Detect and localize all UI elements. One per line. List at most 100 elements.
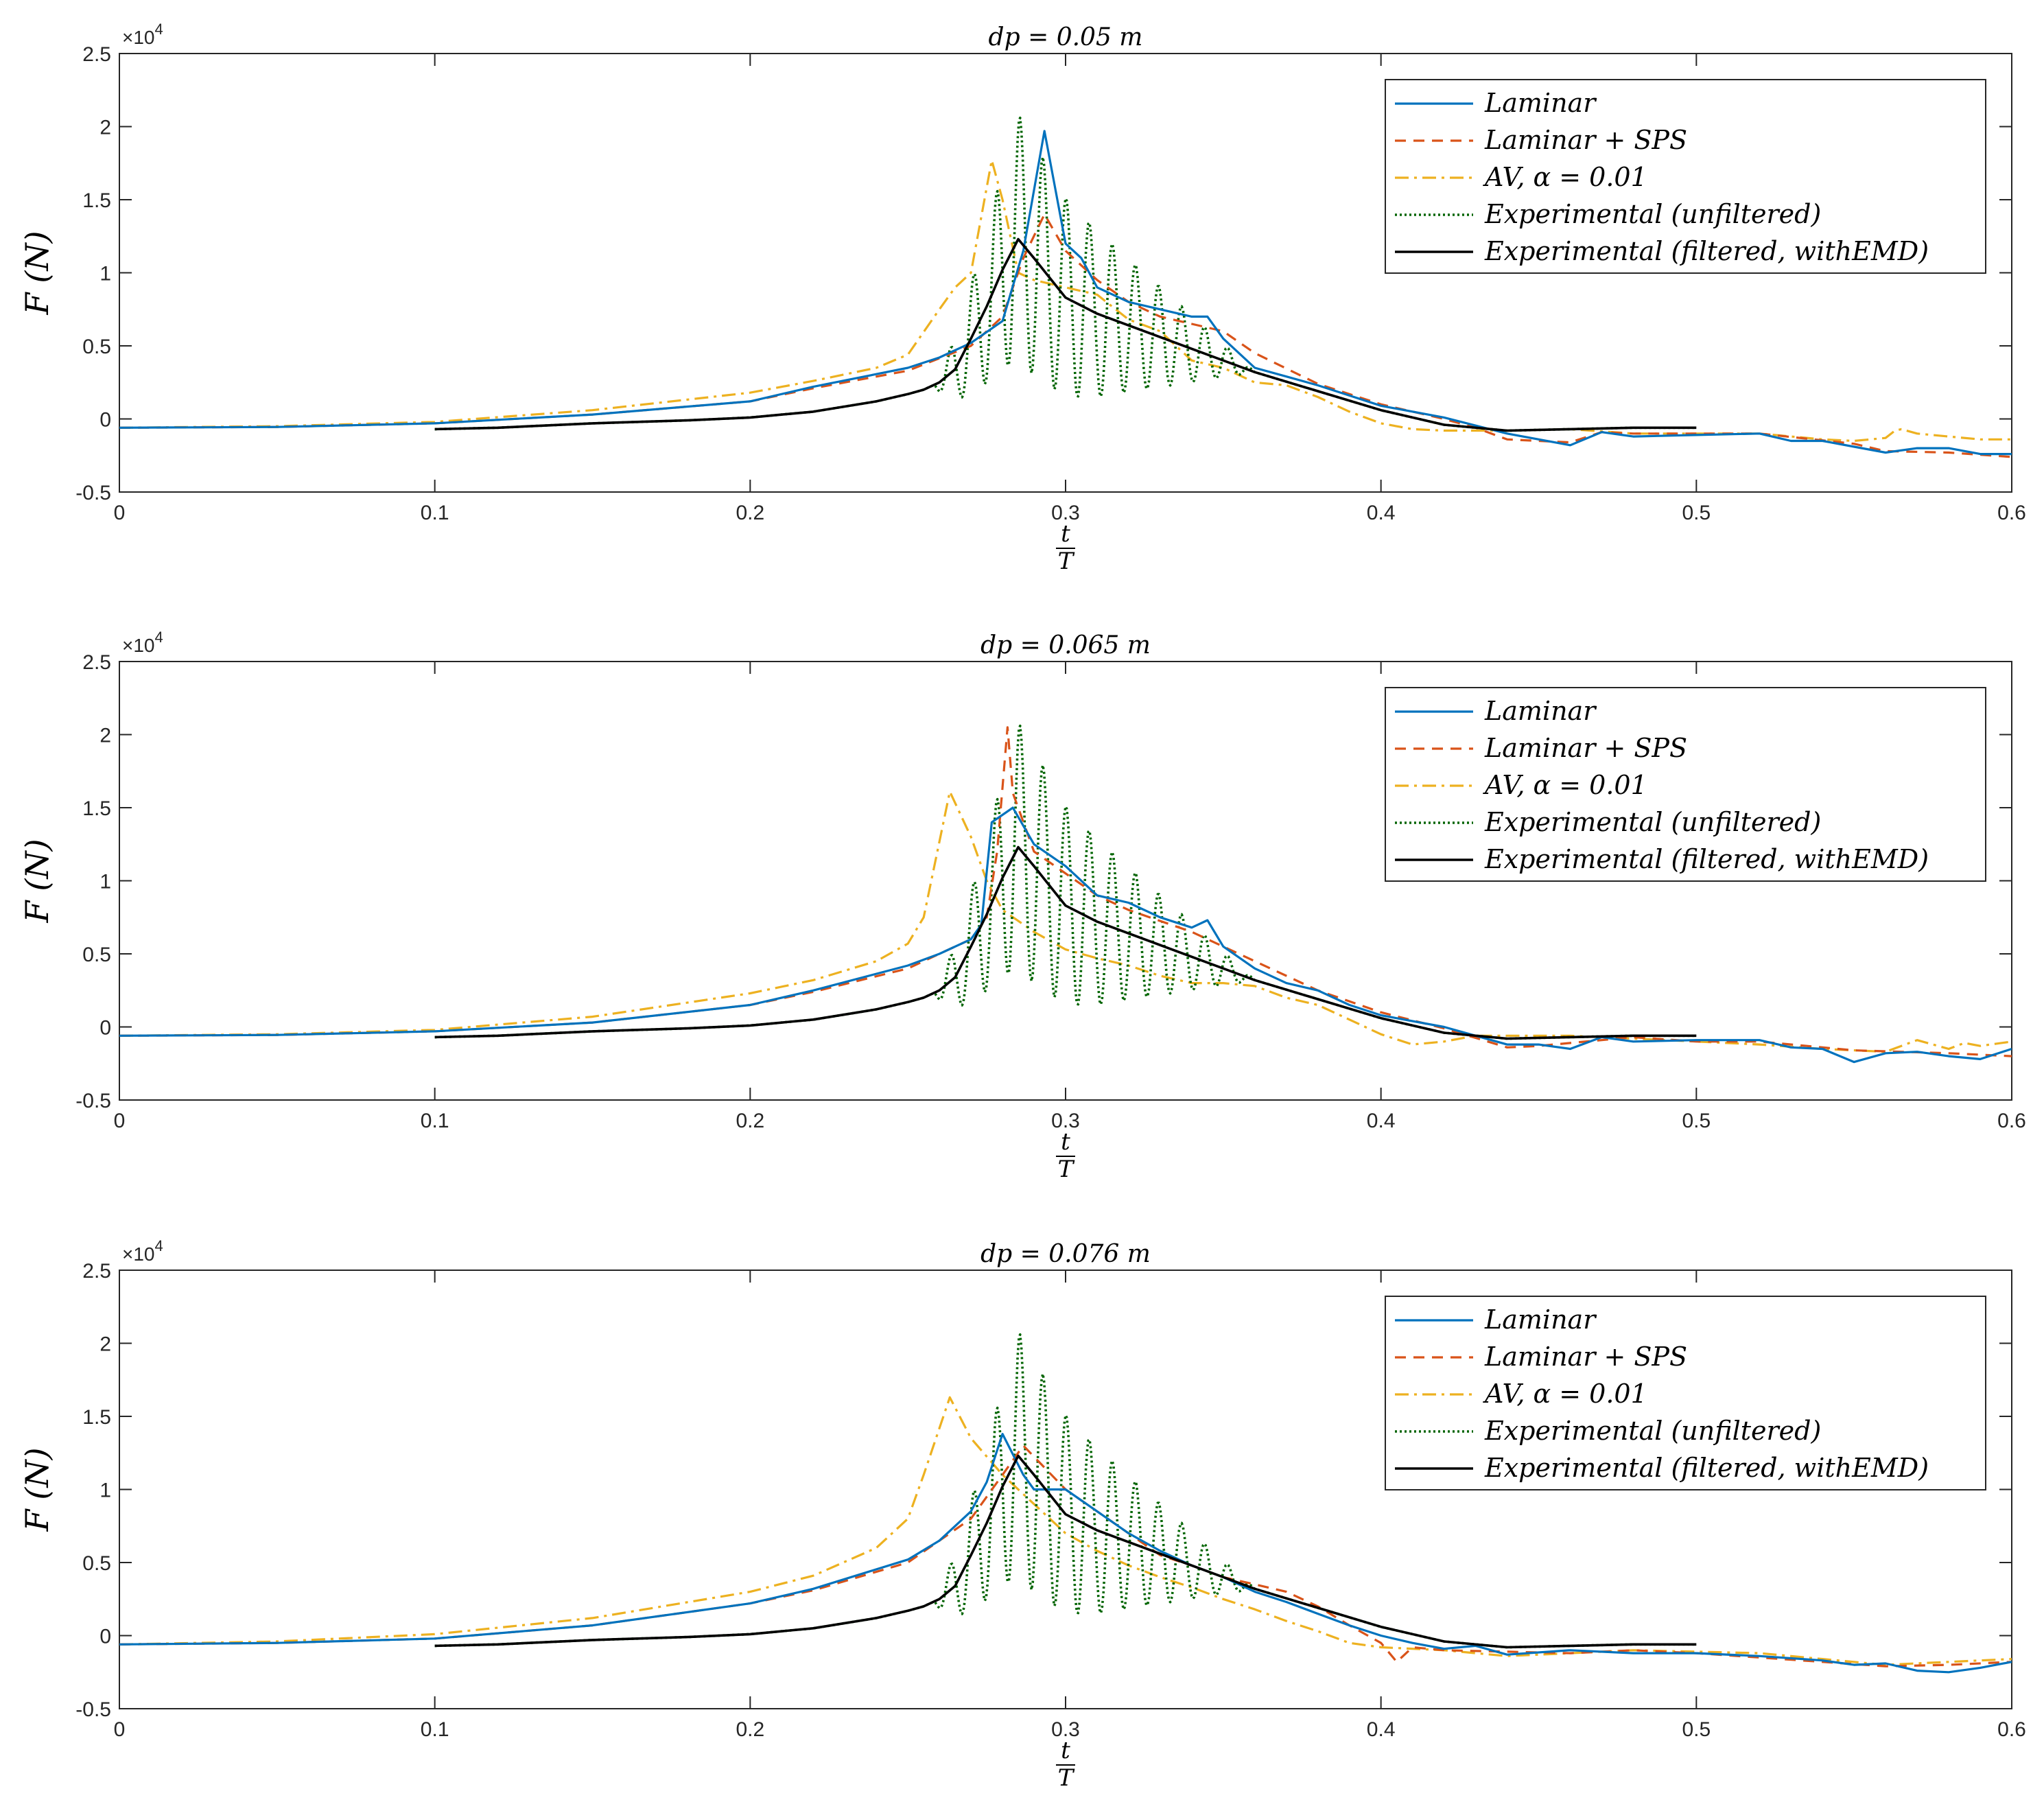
y-exponent-base: ×10 xyxy=(122,1243,155,1265)
x-tick-label: 0.5 xyxy=(1682,1110,1711,1132)
x-tick-label: 0.6 xyxy=(1997,1718,2026,1741)
y-tick-label: -0.5 xyxy=(75,1090,111,1112)
chart-panel-2: 0 0.1 0.2 0.3 0.4 0.5 0.6-0.500.511.522.5×104 d… xyxy=(19,629,2026,1183)
series-line-av xyxy=(119,791,2012,1053)
y-axis-label-unit: (N) xyxy=(19,231,56,283)
legend: Laminar Laminar + SPS AV, α = 0.01 Experime… xyxy=(1385,1296,1986,1490)
x-tick-label: 0 xyxy=(114,1718,126,1741)
y-exponent-label: ×104 xyxy=(122,21,163,48)
x-tick-label: 0.3 xyxy=(1051,1110,1080,1132)
series-line-exp_filt xyxy=(434,1454,1697,1649)
y-exponent-base: ×10 xyxy=(122,635,155,656)
y-axis-label: F (N) xyxy=(19,839,56,923)
x-tick-label: 0.5 xyxy=(1682,502,1711,524)
chart-panel-3: 0 0.1 0.2 0.3 0.4 0.5 0.6-0.500.511.522.5×104 d… xyxy=(19,1237,2026,1792)
x-tick-label: 0.1 xyxy=(421,1110,449,1132)
x-axis-label-denominator: T xyxy=(1058,548,1075,575)
series-line-exp_filt xyxy=(434,845,1697,1040)
legend-box xyxy=(1385,687,1986,882)
x-tick-label: 0 xyxy=(114,502,126,524)
series-line-sps xyxy=(119,1444,2012,1668)
series-line-exp_filt xyxy=(434,237,1697,432)
legend-label-av: AV, α = 0.01 xyxy=(1483,1379,1647,1409)
y-tick-label: 0 xyxy=(99,1626,111,1648)
x-tick-label: 0.1 xyxy=(421,1718,449,1741)
y-tick-label: 2.5 xyxy=(82,651,111,674)
legend-label-exp_unf: Experimental (unfiltered) xyxy=(1484,199,1821,229)
x-tick-label: 0.1 xyxy=(421,502,449,524)
y-tick-label: 2 xyxy=(99,1333,111,1356)
y-tick-label: 0 xyxy=(99,409,111,432)
legend-label-sps: Laminar + SPS xyxy=(1484,1342,1687,1372)
y-exponent-power: 4 xyxy=(155,629,163,646)
y-axis-label: F (N) xyxy=(19,231,56,315)
chart-panel-1: 0 0.1 0.2 0.3 0.4 0.5 0.6-0.500.511.522.5×104 d… xyxy=(19,21,2026,575)
y-tick-label: 0.5 xyxy=(82,1552,111,1575)
legend-label-av: AV, α = 0.01 xyxy=(1483,770,1647,800)
x-tick-label: 0.5 xyxy=(1682,1718,1711,1741)
series-lines xyxy=(119,1333,2012,1674)
legend-label-exp_unf: Experimental (unfiltered) xyxy=(1484,807,1821,837)
y-tick-label: 1 xyxy=(99,871,111,893)
legend-label-exp_filt: Experimental (filtered, withEMD) xyxy=(1484,844,1929,874)
y-axis-label-symbol: F xyxy=(19,900,56,924)
x-axis-label-numerator: t xyxy=(1061,1737,1070,1764)
x-tick-label: 0 xyxy=(114,1110,126,1132)
y-tick-label: 0.5 xyxy=(82,336,111,358)
y-tick-label: 2 xyxy=(99,117,111,139)
y-tick-label: 1.5 xyxy=(82,797,111,820)
x-axis-label-denominator: T xyxy=(1058,1764,1075,1792)
legend-label-sps: Laminar + SPS xyxy=(1484,733,1687,763)
x-tick-label: 0.4 xyxy=(1367,1718,1396,1741)
x-tick-label: 0.2 xyxy=(736,1718,764,1741)
y-axis-label-unit: (N) xyxy=(19,1447,56,1499)
legend-label-exp_filt: Experimental (filtered, withEMD) xyxy=(1484,1453,1929,1483)
y-tick-label: 2.5 xyxy=(82,43,111,66)
x-tick-label: 0.2 xyxy=(736,502,764,524)
legend: Laminar Laminar + SPS AV, α = 0.01 Experime… xyxy=(1385,79,1986,274)
legend-box xyxy=(1385,79,1986,274)
chart-title: dp = 0.076 m xyxy=(980,1240,1151,1268)
y-exponent-label: ×104 xyxy=(122,629,163,656)
series-line-sps xyxy=(119,726,2012,1057)
series-line-laminar xyxy=(119,806,2012,1064)
x-tick-label: 0.3 xyxy=(1051,502,1080,524)
legend-label-laminar: Laminar xyxy=(1484,1305,1597,1335)
legend-label-av: AV, α = 0.01 xyxy=(1483,162,1647,192)
y-tick-label: 1 xyxy=(99,263,111,285)
legend-label-laminar: Laminar xyxy=(1484,88,1597,118)
x-tick-label: 0.4 xyxy=(1367,502,1396,524)
x-axis-label-numerator: t xyxy=(1061,1128,1070,1156)
x-axis-label-numerator: t xyxy=(1061,520,1070,548)
y-tick-label: 0.5 xyxy=(82,944,111,966)
y-axis-label-unit: (N) xyxy=(19,839,56,891)
legend-label-sps: Laminar + SPS xyxy=(1484,125,1687,155)
y-exponent-label: ×104 xyxy=(122,1237,163,1265)
legend-box xyxy=(1385,1296,1986,1490)
series-lines xyxy=(119,724,2012,1064)
y-tick-label: -0.5 xyxy=(75,1698,111,1721)
x-tick-label: 0.6 xyxy=(1997,1110,2026,1132)
y-tick-label: 0 xyxy=(99,1017,111,1040)
legend-label-laminar: Laminar xyxy=(1484,696,1597,726)
series-line-laminar xyxy=(119,130,2012,456)
y-tick-label: 1.5 xyxy=(82,189,111,212)
y-axis-label-symbol: F xyxy=(19,1508,56,1532)
legend: Laminar Laminar + SPS AV, α = 0.01 Experime… xyxy=(1385,687,1986,882)
x-tick-label: 0.3 xyxy=(1051,1718,1080,1741)
x-tick-label: 0.4 xyxy=(1367,1110,1396,1132)
legend-label-exp_filt: Experimental (filtered, withEMD) xyxy=(1484,236,1929,266)
y-tick-label: -0.5 xyxy=(75,482,111,504)
y-exponent-power: 4 xyxy=(155,21,163,38)
y-exponent-base: ×10 xyxy=(122,27,155,48)
y-axis-label-symbol: F xyxy=(19,292,56,316)
y-tick-label: 2 xyxy=(99,725,111,747)
x-axis-label-denominator: T xyxy=(1058,1156,1075,1183)
series-lines xyxy=(119,116,2012,458)
chart-title: dp = 0.05 m xyxy=(989,23,1143,51)
x-tick-label: 0.2 xyxy=(736,1110,764,1132)
y-tick-label: 2.5 xyxy=(82,1260,111,1283)
series-line-sps xyxy=(119,213,2012,458)
